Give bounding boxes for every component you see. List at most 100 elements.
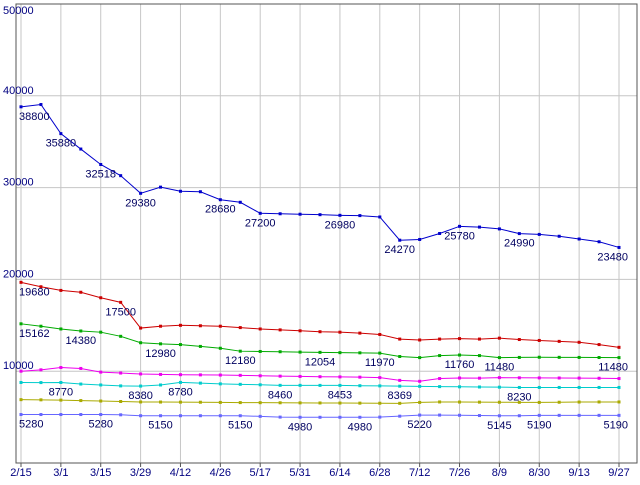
data-point-marker bbox=[278, 374, 282, 378]
data-point-marker bbox=[178, 414, 182, 418]
data-point-marker bbox=[497, 376, 501, 380]
data-point-marker bbox=[338, 415, 342, 419]
point-label: 8460 bbox=[268, 389, 292, 401]
point-label: 11760 bbox=[445, 359, 475, 371]
data-point-marker bbox=[537, 355, 541, 359]
data-point-marker bbox=[537, 232, 541, 236]
data-point-marker bbox=[258, 414, 262, 418]
data-point-marker bbox=[517, 400, 521, 404]
data-point-marker bbox=[39, 368, 43, 372]
data-point-marker bbox=[278, 383, 282, 387]
data-point-marker bbox=[537, 413, 541, 417]
data-point-marker bbox=[557, 355, 561, 359]
data-point-marker bbox=[378, 415, 382, 419]
data-point-marker bbox=[159, 372, 163, 376]
data-point-marker bbox=[497, 336, 501, 340]
data-point-marker bbox=[139, 384, 143, 388]
data-point-marker bbox=[258, 211, 262, 215]
data-point-marker bbox=[119, 371, 123, 375]
data-point-marker bbox=[318, 213, 322, 217]
x-axis-label: 3/29 bbox=[130, 467, 151, 479]
data-point-marker bbox=[338, 330, 342, 334]
data-point-marker bbox=[218, 324, 222, 328]
data-point-marker bbox=[139, 191, 143, 195]
point-label: 38800 bbox=[19, 111, 50, 123]
data-point-marker bbox=[238, 373, 242, 377]
data-point-marker bbox=[378, 215, 382, 219]
data-point-marker bbox=[59, 413, 63, 417]
data-point-marker bbox=[557, 376, 561, 380]
data-point-marker bbox=[418, 413, 422, 417]
data-point-marker bbox=[497, 400, 501, 404]
data-point-marker bbox=[119, 413, 123, 417]
data-point-marker bbox=[198, 373, 202, 377]
data-point-marker bbox=[278, 350, 282, 354]
x-axis-label: 8/30 bbox=[529, 467, 550, 479]
point-label: 8369 bbox=[387, 390, 411, 402]
data-point-marker bbox=[617, 377, 621, 381]
data-point-marker bbox=[497, 227, 501, 231]
point-label: 25780 bbox=[444, 230, 475, 242]
data-point-marker bbox=[517, 338, 521, 342]
data-point-marker bbox=[178, 373, 182, 377]
data-point-marker bbox=[79, 147, 83, 151]
x-axis-label: 6/14 bbox=[329, 467, 350, 479]
x-axis-label: 2/15 bbox=[10, 467, 31, 479]
x-axis-label: 9/13 bbox=[568, 467, 589, 479]
data-point-marker bbox=[398, 414, 402, 418]
data-point-marker bbox=[458, 413, 462, 417]
data-point-marker bbox=[438, 400, 442, 404]
data-point-marker bbox=[79, 290, 83, 294]
data-point-marker bbox=[418, 356, 422, 360]
data-point-marker bbox=[99, 383, 103, 387]
data-point-marker bbox=[39, 413, 43, 417]
data-point-marker bbox=[597, 356, 601, 360]
data-point-marker bbox=[577, 340, 581, 344]
data-point-marker bbox=[178, 323, 182, 327]
data-point-marker bbox=[99, 330, 103, 334]
data-point-marker bbox=[537, 338, 541, 342]
data-point-marker bbox=[458, 337, 462, 341]
data-point-marker bbox=[477, 225, 481, 229]
point-label: 12054 bbox=[305, 356, 336, 368]
data-point-marker bbox=[577, 400, 581, 404]
data-point-marker bbox=[139, 414, 143, 418]
point-label: 5190 bbox=[527, 419, 551, 431]
data-point-marker bbox=[238, 326, 242, 330]
x-axis-label: 3/1 bbox=[53, 467, 68, 479]
data-point-marker bbox=[99, 399, 103, 403]
data-point-marker bbox=[597, 343, 601, 347]
data-point-marker bbox=[438, 232, 442, 235]
point-label: 5150 bbox=[228, 420, 252, 432]
data-point-marker bbox=[617, 413, 621, 417]
data-point-marker bbox=[597, 413, 601, 417]
data-point-marker bbox=[258, 349, 262, 353]
data-point-marker bbox=[438, 385, 442, 389]
data-point-marker bbox=[537, 385, 541, 389]
x-axis-label: 5/17 bbox=[249, 467, 270, 479]
data-point-marker bbox=[458, 385, 462, 389]
data-point-marker bbox=[378, 332, 382, 336]
data-point-marker bbox=[358, 214, 362, 218]
data-point-marker bbox=[358, 401, 362, 405]
point-label: 8770 bbox=[49, 386, 73, 398]
data-point-marker bbox=[218, 346, 222, 350]
data-point-marker bbox=[577, 385, 581, 389]
data-point-marker bbox=[378, 351, 382, 355]
data-point-marker bbox=[19, 398, 23, 402]
data-point-marker bbox=[198, 190, 202, 194]
data-point-marker bbox=[79, 399, 83, 403]
data-point-marker bbox=[139, 372, 143, 376]
data-point-marker bbox=[258, 383, 262, 387]
data-point-marker bbox=[59, 366, 63, 370]
data-point-marker bbox=[438, 413, 442, 417]
data-point-marker bbox=[418, 379, 422, 383]
point-label: 11480 bbox=[598, 362, 628, 374]
point-label: 35880 bbox=[46, 138, 77, 150]
data-point-marker bbox=[278, 401, 282, 405]
point-label: 12180 bbox=[225, 355, 256, 367]
data-point-marker bbox=[477, 354, 481, 358]
point-label: 8453 bbox=[328, 389, 352, 401]
data-point-marker bbox=[198, 381, 202, 385]
y-axis-label: 20000 bbox=[3, 268, 34, 280]
